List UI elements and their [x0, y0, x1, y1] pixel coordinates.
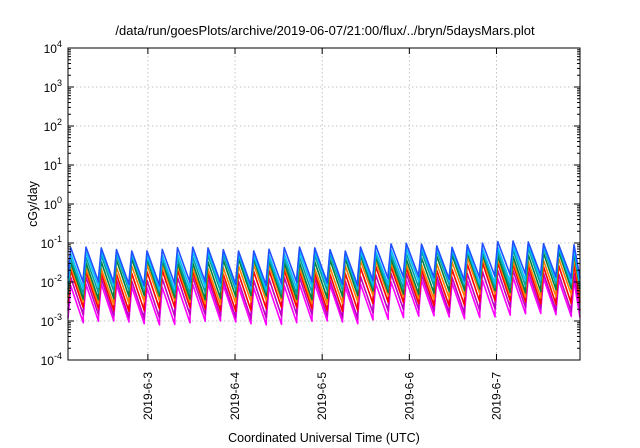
series-layer — [67, 240, 581, 326]
y-tick-label: 100 — [44, 195, 62, 212]
y-tick-label: 10-4 — [41, 351, 62, 368]
y-tick-label: 101 — [44, 156, 62, 173]
x-tick-label: 2019-6-6 — [402, 372, 416, 420]
x-tick-label: 2019-6-4 — [228, 372, 242, 420]
y-tick-label: 102 — [44, 117, 62, 134]
y-tick-label: 10-2 — [41, 273, 62, 290]
x-tick-label: 2019-6-7 — [489, 372, 503, 420]
y-axis-label: cGy/day — [26, 180, 40, 227]
x-axis-label: Coordinated Universal Time (UTC) — [228, 431, 420, 445]
y-tick-label: 104 — [44, 39, 62, 56]
y-tick-label: 103 — [44, 78, 62, 95]
x-axis: 2019-6-3 2019-6-4 2019-6-5 2019-6-6 2019-6-7 — [141, 48, 503, 420]
series-line — [67, 240, 581, 287]
y-axis: 10-4 10-3 10-2 10-1 100 101 102 103 104 — [41, 39, 580, 368]
y-tick-label: 10-1 — [41, 234, 62, 251]
x-tick-label: 2019-6-3 — [141, 372, 155, 420]
chart-title: /data/run/goesPlots/archive/2019-06-07/2… — [115, 23, 535, 38]
y-tick-label: 10-3 — [41, 312, 62, 329]
x-tick-label: 2019-6-5 — [315, 372, 329, 420]
